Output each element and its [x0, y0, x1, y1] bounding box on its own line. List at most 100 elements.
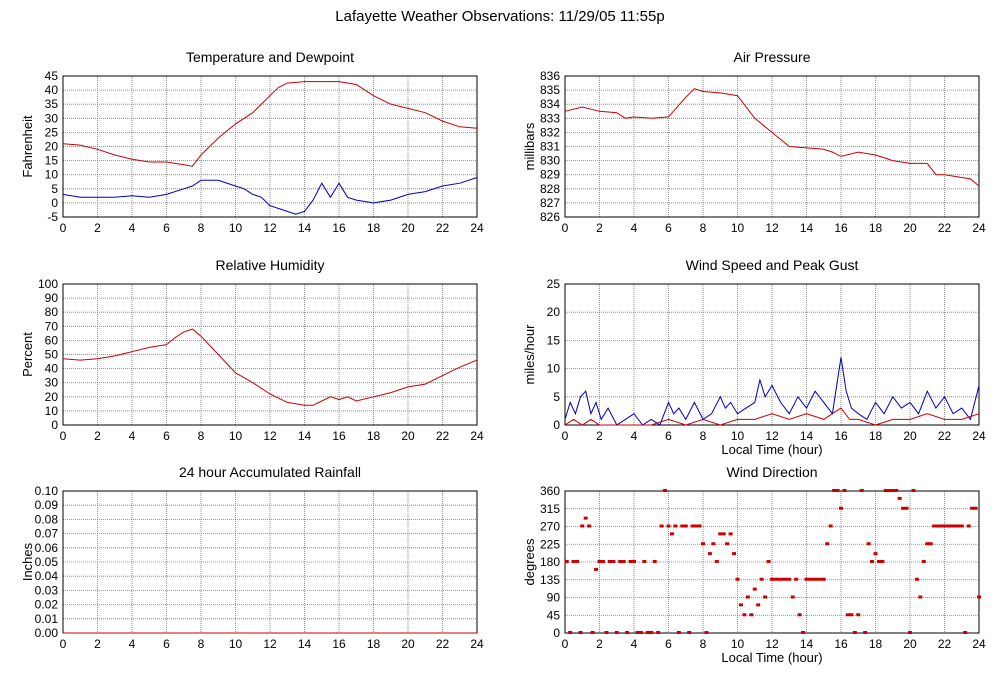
direction-point [914, 577, 919, 581]
rain-x-tick-label: 20 [401, 637, 415, 651]
direction-point [614, 631, 619, 634]
temp-x-tick-label: 10 [229, 221, 243, 235]
temp-x-tick-label: 14 [298, 221, 312, 235]
wind-x-tick-label: 12 [765, 429, 779, 443]
rain-x-tick-label: 4 [129, 637, 136, 651]
direction-point [959, 524, 964, 528]
direction-point [966, 524, 971, 528]
direction-point [635, 631, 640, 634]
wind-x-tick-label: 14 [800, 429, 814, 443]
direction-point [842, 489, 847, 492]
wind-x-tick-label: 20 [903, 429, 917, 443]
direction-y-tick-label: 90 [547, 591, 561, 605]
direction-point [725, 542, 730, 546]
temp-series-0-line [62, 81, 478, 167]
direction-y-tick-label: 225 [540, 537, 560, 551]
direction-x-tick-label: 0 [562, 637, 569, 651]
direction-y-tick-label: 270 [540, 520, 560, 534]
direction-point [638, 631, 643, 634]
direction-x-tick-label: 10 [731, 637, 745, 651]
direction-point [873, 552, 878, 556]
pressure-y-tick-label: 828 [540, 182, 560, 196]
direction-point [580, 524, 585, 528]
direction-point [587, 524, 592, 528]
pressure-x-tick-label: 8 [700, 221, 707, 235]
humidity-y-tick-label: 30 [45, 376, 59, 390]
humidity-plot-frame [62, 283, 478, 426]
direction-point [714, 560, 719, 563]
direction-y-tick-label: 135 [540, 573, 560, 587]
humidity-y-tick-label: 50 [45, 348, 59, 362]
wind-y-tick-label: 25 [547, 277, 561, 291]
wind-x-tick-label: 6 [665, 429, 672, 443]
direction-point [659, 524, 664, 528]
direction-point [811, 577, 816, 581]
direction-x-tick-label: 24 [972, 637, 986, 651]
humidity-x-tick-label: 22 [436, 429, 450, 443]
rain-x-tick-label: 6 [163, 637, 170, 651]
wind-x-tick-label: 22 [938, 429, 952, 443]
humidity-y-tick-label: 100 [38, 277, 58, 291]
direction-point [866, 542, 871, 546]
humidity-y-tick-label: 60 [45, 333, 59, 347]
rain-x-tick-label: 8 [198, 637, 205, 651]
wind-x-tick-label: 2 [596, 429, 603, 443]
direction-point [821, 577, 826, 581]
direction-point [921, 560, 926, 563]
humidity-title: Relative Humidity [216, 257, 325, 273]
rain-title: 24 hour Accumulated Rainfall [179, 464, 361, 480]
direction-point [880, 560, 885, 563]
direction-series-0 [564, 489, 981, 634]
temp-y-tick-label: 35 [45, 97, 59, 111]
temp-x-tick-label: 4 [129, 221, 136, 235]
direction-y-tick-label: 180 [540, 555, 560, 569]
wind-y-tick-label: 20 [547, 305, 561, 319]
direction-point [970, 506, 975, 510]
temp-y-tick-label: 45 [45, 69, 59, 83]
temp-y-tick-label: 25 [45, 125, 59, 139]
direction-point [578, 631, 583, 634]
humidity-y-tick-label: 90 [45, 291, 59, 305]
direction-point [973, 506, 978, 510]
wind-x-tick-label: 10 [731, 429, 745, 443]
rain-x-tick-label: 12 [263, 637, 277, 651]
pressure-y-tick-label: 829 [540, 168, 560, 182]
rain-y-axis-label: Inches [20, 542, 35, 581]
direction-point [859, 489, 864, 492]
direction-point [680, 524, 685, 528]
direction-point [663, 489, 668, 492]
wind-y-axis-label: miles/hour [522, 324, 537, 385]
direction-x-axis-label: Local Time (hour) [721, 650, 822, 665]
direction-point [911, 489, 916, 492]
direction-point [804, 577, 809, 581]
direction-point [870, 560, 875, 563]
direction-point [952, 524, 957, 528]
direction-point [928, 542, 933, 546]
pressure-series-0-line [564, 88, 980, 187]
pressure-y-tick-label: 830 [540, 154, 560, 168]
direction-point [752, 587, 757, 591]
direction-point [756, 603, 761, 607]
humidity-y-tick-label: 10 [45, 404, 59, 418]
direction-point [835, 489, 840, 492]
humidity-x-tick-label: 16 [332, 429, 346, 443]
rain-y-tick-label: 0.02 [35, 598, 59, 612]
pressure-x-tick-label: 2 [596, 221, 603, 235]
temp-y-tick-label: -5 [47, 210, 58, 224]
direction-point [852, 631, 857, 634]
pressure-y-tick-label: 833 [540, 111, 560, 125]
direction-y-tick-label: 315 [540, 502, 560, 516]
rain-x-tick-label: 22 [436, 637, 450, 651]
direction-point [763, 595, 768, 599]
temp-y-tick-label: 5 [51, 182, 58, 196]
rain-y-tick-label: 0.07 [35, 527, 59, 541]
rain-x-tick-label: 2 [94, 637, 101, 651]
direction-point [925, 542, 930, 546]
direction-point [863, 631, 868, 634]
direction-point [787, 577, 792, 581]
wind-series-0-line [564, 357, 980, 426]
wind-y-tick-label: 10 [547, 362, 561, 376]
rain-y-tick-label: 0.01 [35, 612, 59, 626]
